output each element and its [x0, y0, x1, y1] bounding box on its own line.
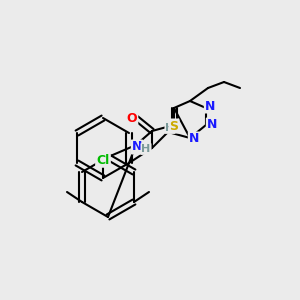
Text: O: O — [127, 112, 137, 124]
Text: Cl: Cl — [96, 154, 110, 166]
Text: N: N — [205, 100, 215, 112]
Text: N: N — [132, 140, 142, 154]
Text: S: S — [169, 119, 178, 133]
Text: H: H — [141, 144, 151, 154]
Text: H: H — [165, 123, 175, 133]
Text: N: N — [189, 133, 199, 146]
Text: Cl: Cl — [96, 154, 110, 166]
Text: N: N — [207, 118, 217, 131]
